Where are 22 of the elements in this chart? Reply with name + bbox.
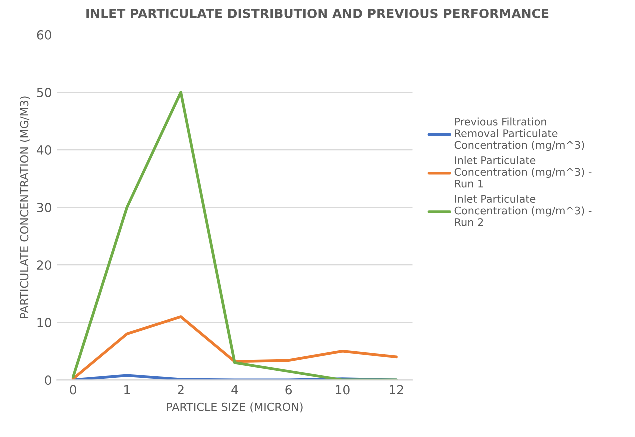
x-tick-label: 4 xyxy=(232,385,238,395)
legend-label: Inlet Particulate Concentration (mg/m^3) - Run 2 xyxy=(454,194,592,226)
y-tick-label: 20 xyxy=(37,260,52,270)
legend-label: Inlet Particulate Concentration (mg/m^3) - Run 1 xyxy=(454,156,592,188)
x-axis-title: PARTICLE SIZE (MICRON) xyxy=(167,402,303,413)
y-tick-label: 10 xyxy=(38,318,52,328)
y-tick-label: 30 xyxy=(37,203,52,212)
x-tick-label: 10 xyxy=(336,385,350,395)
y-tick-label: 40 xyxy=(36,146,52,155)
x-tick-label: 1 xyxy=(124,385,130,395)
line-series xyxy=(72,316,398,380)
y-axis-title: PARTICULATE CONCENTRATION (MG/M3) xyxy=(20,96,30,318)
x-tick-label: 6 xyxy=(286,385,292,395)
x-tick-label: 12 xyxy=(390,385,404,395)
y-tick-label: 50 xyxy=(37,88,52,98)
x-tick-label: 2 xyxy=(178,385,184,395)
y-tick-label: 0 xyxy=(45,376,52,386)
x-tick-label: 0 xyxy=(70,385,76,395)
y-tick-label: 60 xyxy=(37,30,52,40)
legend-label: Previous Filtration Removal Particulate Concentration (mg/m^3) xyxy=(454,118,584,152)
line-series xyxy=(72,91,398,380)
chart-title: INLET PARTICULATE DISTRIBUTION AND PREVIOUS PERFORMANCE xyxy=(86,8,549,18)
